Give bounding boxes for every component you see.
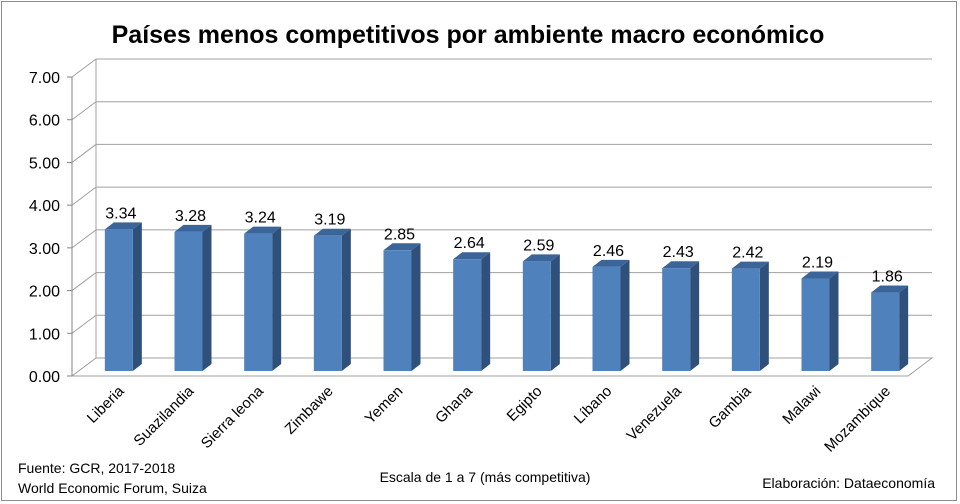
bar-top bbox=[383, 243, 421, 251]
bar-front bbox=[174, 231, 203, 371]
y-tick-label: 5.00 bbox=[29, 155, 60, 172]
category-label: Líbano bbox=[571, 383, 615, 427]
bars bbox=[104, 222, 909, 371]
bar bbox=[174, 224, 212, 371]
source-line-2: World Economic Forum, Suiza bbox=[18, 480, 207, 496]
bar-side bbox=[550, 254, 560, 371]
gridline bbox=[71, 143, 932, 163]
bar-front bbox=[383, 250, 412, 371]
bar bbox=[104, 222, 142, 371]
source-line-1: Fuente: GCR, 2017-2018 bbox=[18, 460, 175, 476]
bar-front bbox=[592, 266, 621, 371]
credit: Elaboración: Dataeconomía bbox=[762, 475, 935, 491]
bar bbox=[871, 285, 909, 371]
bar bbox=[662, 261, 700, 371]
category-label: Zimbawe bbox=[282, 383, 337, 438]
data-label: 3.19 bbox=[314, 212, 345, 229]
category-label: Sierra leona bbox=[198, 382, 268, 452]
category-labels: Liberia Suazilandia Sierra leona Zimbawe Yem… bbox=[84, 382, 894, 455]
bar-front bbox=[662, 268, 691, 371]
bar bbox=[383, 243, 421, 371]
bar-top bbox=[104, 222, 142, 230]
data-label: 2.42 bbox=[732, 245, 763, 262]
bar-side bbox=[620, 259, 630, 371]
bar-front bbox=[871, 292, 900, 371]
data-label: 2.85 bbox=[384, 226, 415, 243]
gridline bbox=[71, 101, 932, 121]
bar-side bbox=[829, 271, 839, 371]
bar-top bbox=[801, 271, 839, 279]
bar-top bbox=[871, 285, 909, 293]
bar-front bbox=[801, 278, 830, 371]
bar-front bbox=[453, 259, 482, 371]
bar-side bbox=[481, 252, 491, 371]
bar-side bbox=[411, 243, 421, 371]
bar bbox=[731, 261, 769, 371]
bar-side bbox=[690, 261, 700, 371]
category-label: Malawi bbox=[779, 383, 824, 428]
category-label: Suazilandia bbox=[130, 382, 197, 449]
scale-note: Escala de 1 a 7 (más competitiva) bbox=[380, 469, 591, 485]
data-label: 2.46 bbox=[593, 243, 624, 260]
floor bbox=[70, 357, 934, 377]
data-label: 2.59 bbox=[523, 237, 554, 254]
category-label: Liberia bbox=[84, 382, 128, 426]
category-label: Egipto bbox=[504, 383, 546, 425]
bar-top bbox=[313, 228, 351, 236]
data-label: 2.19 bbox=[802, 254, 833, 271]
data-labels: 3.34 3.28 3.24 3.19 2.85 2.64 2.59 2.46 2.43 2.42… bbox=[105, 205, 903, 285]
bar-top bbox=[592, 259, 630, 267]
bar-side bbox=[132, 222, 142, 371]
bar-side bbox=[202, 224, 212, 371]
bar-top bbox=[522, 254, 560, 262]
y-tick-label: 7.00 bbox=[29, 70, 60, 87]
y-tick-labels: 0.00 1.00 2.00 3.00 4.00 5.00 6.00 7.00 bbox=[29, 70, 60, 386]
bar bbox=[522, 254, 560, 371]
bar-top bbox=[244, 226, 282, 234]
category-label: Gambia bbox=[705, 382, 755, 432]
data-label: 3.24 bbox=[245, 210, 276, 227]
category-label: Ghana bbox=[432, 382, 476, 426]
bar-side bbox=[759, 261, 769, 371]
chart-title: Países menos competitivos por ambiente m… bbox=[112, 21, 825, 49]
category-label: Mozambique bbox=[821, 383, 894, 456]
bar-side bbox=[272, 226, 282, 371]
category-label: Venezuela bbox=[623, 382, 685, 444]
y-tick-label: 1.00 bbox=[29, 326, 60, 343]
bar bbox=[313, 228, 351, 371]
bar-top bbox=[731, 261, 769, 269]
bar-front bbox=[313, 235, 342, 371]
y-tick-label: 6.00 bbox=[29, 113, 60, 130]
data-label: 3.34 bbox=[105, 205, 136, 222]
bar-side bbox=[899, 285, 909, 371]
bar-front bbox=[731, 268, 760, 371]
bar-front bbox=[104, 229, 133, 371]
gridline bbox=[71, 186, 932, 206]
bar bbox=[801, 271, 839, 371]
data-label: 2.64 bbox=[454, 235, 485, 252]
y-tick-label: 2.00 bbox=[29, 284, 60, 301]
gridline bbox=[71, 58, 932, 78]
data-label: 3.28 bbox=[175, 208, 206, 225]
category-label: Yemen bbox=[362, 383, 407, 428]
y-tick-label: 0.00 bbox=[29, 369, 60, 386]
bar-side bbox=[341, 228, 351, 371]
bar bbox=[244, 226, 282, 371]
bar-top bbox=[662, 261, 700, 269]
data-label: 2.43 bbox=[663, 244, 694, 261]
y-tick-label: 3.00 bbox=[29, 241, 60, 258]
y-tick-label: 4.00 bbox=[29, 198, 60, 215]
bar-top bbox=[453, 252, 491, 260]
bar-front bbox=[522, 261, 551, 371]
bar-top bbox=[174, 224, 212, 232]
bar bbox=[592, 259, 630, 371]
bar bbox=[453, 252, 491, 371]
bar-front bbox=[244, 233, 273, 371]
data-label: 1.86 bbox=[872, 269, 903, 286]
axis-lines bbox=[67, 59, 934, 377]
